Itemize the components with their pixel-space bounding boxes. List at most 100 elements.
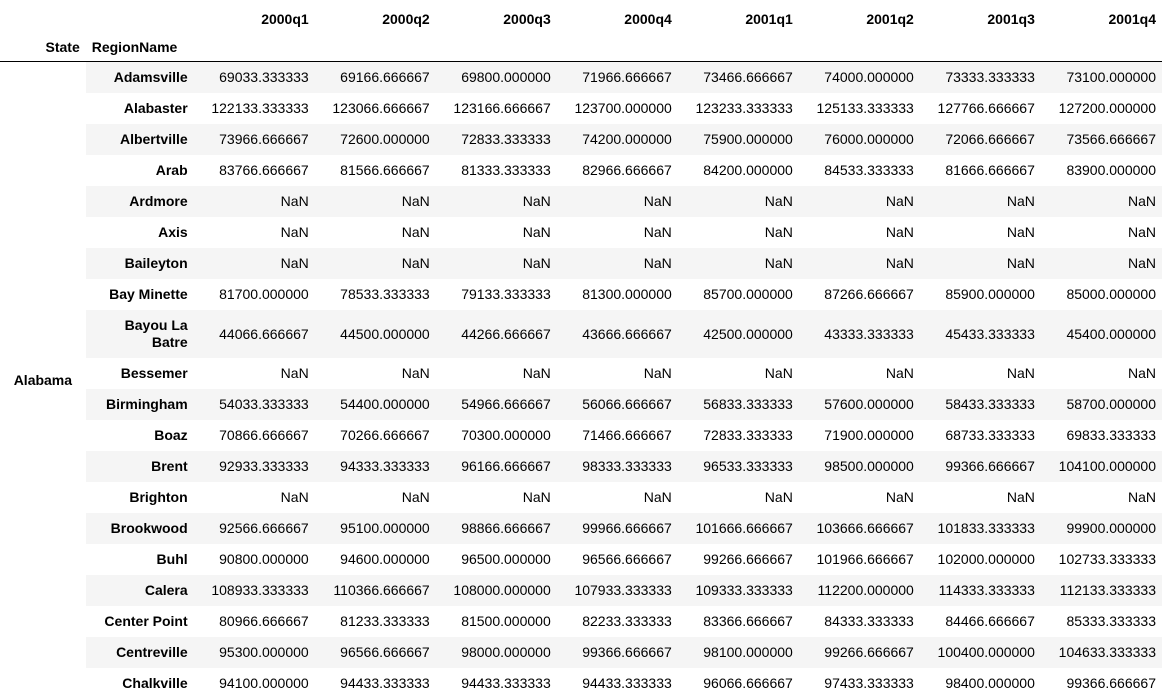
value-cell: 85900.000000 <box>945 286 1035 302</box>
value-cell: 74200.000000 <box>556 123 678 155</box>
value-cell: 96166.666667 <box>435 450 557 482</box>
value-cell: 54966.666667 <box>435 388 557 420</box>
value-cell: NaN <box>193 185 315 217</box>
value-cell: 68733.333333 <box>945 427 1035 443</box>
blank-header-cell <box>678 33 799 62</box>
value-cell: 96533.333333 <box>677 450 799 482</box>
value-cell: NaN <box>643 365 672 381</box>
value-cell: NaN <box>798 247 920 279</box>
table-row: Brent 92933.333333 94333.333333 96166.66666… <box>0 450 1162 482</box>
value-cell: NaN <box>1127 365 1156 381</box>
value-cell: NaN <box>1127 224 1156 240</box>
value-cell: NaN <box>522 489 551 505</box>
blank-header-cell <box>315 33 436 62</box>
blank-header-cell <box>920 33 1041 62</box>
value-cell: NaN <box>280 365 309 381</box>
value-cell: 112200.000000 <box>798 574 920 606</box>
value-cell: 92566.666667 <box>193 512 315 544</box>
value-cell: 123700.000000 <box>574 100 672 116</box>
value-cell: NaN <box>764 489 793 505</box>
value-cell: NaN <box>280 489 309 505</box>
blank-header-cell <box>86 0 194 33</box>
value-cell: 69033.333333 <box>193 61 315 93</box>
table-row: Baileyton NaN NaN NaN NaN NaN NaN NaN NaN <box>0 247 1162 279</box>
region-index-cell: Brookwood <box>85 512 194 544</box>
table-row: Brookwood 92566.666667 95100.000000 98866.6… <box>0 512 1162 544</box>
value-cell: 96566.666667 <box>582 551 672 567</box>
value-cell: 114333.333333 <box>919 574 1041 606</box>
value-cell: 56066.666667 <box>556 388 678 420</box>
value-cell: 78533.333333 <box>340 286 430 302</box>
value-cell: 45400.000000 <box>1040 309 1162 358</box>
value-cell: 90800.000000 <box>219 551 309 567</box>
value-cell: 84533.333333 <box>824 162 914 178</box>
value-cell: 107933.333333 <box>556 574 678 606</box>
value-cell: 44266.666667 <box>435 309 557 358</box>
value-cell: 84200.000000 <box>703 162 793 178</box>
region-index-cell: Chalkville <box>122 674 188 691</box>
value-cell: NaN <box>643 489 672 505</box>
value-cell: 81333.333333 <box>461 162 551 178</box>
region-index-cell: Bay Minette <box>109 285 188 302</box>
value-cell: 81700.000000 <box>219 286 309 302</box>
value-cell: 44066.666667 <box>193 309 315 358</box>
table-row: Centreville 95300.000000 96566.666667 98000… <box>0 636 1162 668</box>
value-cell: 69833.333333 <box>1066 427 1156 443</box>
region-index-cell: Brent <box>85 450 194 482</box>
region-index-cell: Bessemer <box>120 364 188 381</box>
value-cell: NaN <box>193 247 315 279</box>
value-cell: 92933.333333 <box>193 450 315 482</box>
blank-header-cell <box>436 33 557 62</box>
value-cell: 82966.666667 <box>582 162 672 178</box>
index-name-state: State <box>45 39 80 55</box>
value-cell: 101966.666667 <box>816 551 914 567</box>
value-cell: 69800.000000 <box>435 61 557 93</box>
value-cell: 127766.666667 <box>937 100 1035 116</box>
value-cell: 127200.000000 <box>1058 100 1156 116</box>
value-cell: 99366.666667 <box>556 636 678 668</box>
value-cell: 122133.333333 <box>211 100 309 116</box>
value-cell: NaN <box>1040 185 1162 217</box>
value-cell: 103666.666667 <box>798 512 920 544</box>
table-row: Center Point 80966.666667 81233.333333 8150… <box>0 606 1162 637</box>
value-cell: 42500.000000 <box>677 309 799 358</box>
value-cell: 102000.000000 <box>937 551 1035 567</box>
value-cell: 94600.000000 <box>340 551 430 567</box>
value-cell: NaN <box>556 247 678 279</box>
value-cell: 98333.333333 <box>556 450 678 482</box>
value-cell: NaN <box>435 185 557 217</box>
value-cell: 99966.666667 <box>556 512 678 544</box>
region-index-cell: Bayou La Batre <box>85 309 194 358</box>
column-header: 2000q1 <box>261 10 309 27</box>
column-header: 2000q3 <box>503 10 551 27</box>
value-cell: 80966.666667 <box>219 613 309 629</box>
table-row: Arab 83766.666667 81566.666667 81333.333333… <box>0 155 1162 186</box>
value-cell: 96500.000000 <box>461 551 551 567</box>
table-row: Bay Minette 81700.000000 78533.333333 79133… <box>0 279 1162 310</box>
table-row: Chalkville 94100.000000 94433.333333 94433.… <box>0 668 1162 699</box>
value-cell: 56833.333333 <box>677 388 799 420</box>
value-cell: NaN <box>314 247 436 279</box>
value-cell: 98000.000000 <box>435 636 557 668</box>
value-cell: 97433.333333 <box>824 675 914 691</box>
value-cell: 104633.333333 <box>1040 636 1162 668</box>
value-cell: 95300.000000 <box>193 636 315 668</box>
value-cell: NaN <box>677 247 799 279</box>
value-cell: 87266.666667 <box>824 286 914 302</box>
value-cell: 58700.000000 <box>1040 388 1162 420</box>
value-cell: NaN <box>435 247 557 279</box>
region-index-cell: Buhl <box>156 550 188 567</box>
value-cell: NaN <box>885 365 914 381</box>
table-row: Brighton NaN NaN NaN NaN NaN NaN NaN NaN <box>0 482 1162 513</box>
value-cell: 73966.666667 <box>193 123 315 155</box>
value-cell: 123233.333333 <box>695 100 793 116</box>
column-header: 2001q1 <box>745 10 793 27</box>
region-index-cell: Baileyton <box>85 247 194 279</box>
index-name-row: State RegionName <box>0 33 1162 62</box>
value-cell: 101833.333333 <box>919 512 1041 544</box>
value-cell: 71966.666667 <box>556 61 678 93</box>
value-cell: NaN <box>401 489 430 505</box>
value-cell: NaN <box>522 365 551 381</box>
value-cell: 98500.000000 <box>798 450 920 482</box>
